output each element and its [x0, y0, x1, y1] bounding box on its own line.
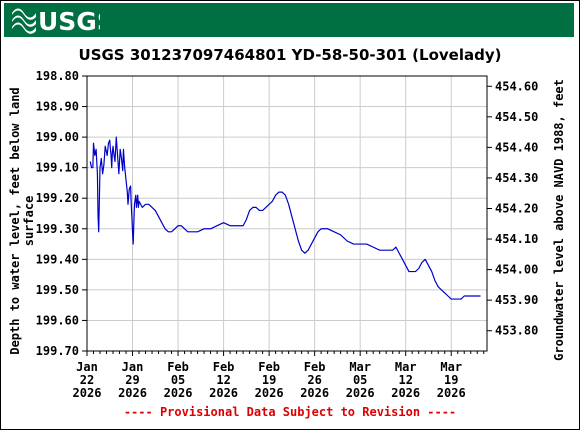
right-tick-label: 454.50	[495, 110, 538, 124]
x-tick-label: 19	[262, 373, 276, 387]
x-tick-label: 12	[216, 373, 230, 387]
x-tick-label: Mar	[395, 360, 417, 374]
x-tick-label: Jan	[76, 360, 98, 374]
usgs-logo: USGS	[12, 7, 100, 34]
x-tick-label: 2026	[118, 386, 147, 400]
left-axis-label-line-2: surface	[22, 196, 36, 247]
right-tick-label: 454.40	[495, 140, 538, 154]
right-tick-label: 454.20	[495, 201, 538, 215]
right-tick-label: 454.00	[495, 263, 538, 277]
left-tick-label: 199.60	[36, 313, 79, 327]
left-tick-label: 199.70	[36, 344, 79, 358]
x-tick-label: Feb	[167, 360, 189, 374]
x-tick-label: 26	[307, 373, 321, 387]
left-axis-label-line-1: Depth to water level, feet below land	[8, 87, 22, 354]
left-tick-label: 198.80	[36, 69, 79, 83]
left-tick-label: 199.20	[36, 191, 79, 205]
x-axis: Jan222026Jan292026Feb052026Feb122026Feb1…	[73, 351, 485, 400]
usgs-logo-text: USGS	[38, 7, 100, 34]
x-tick-label: 05	[353, 373, 367, 387]
x-tick-label: 2026	[300, 386, 329, 400]
x-tick-label: 2026	[164, 386, 193, 400]
x-tick-label: Feb	[304, 360, 326, 374]
x-tick-label: 2026	[391, 386, 420, 400]
x-tick-label: 19	[444, 373, 458, 387]
left-tick-label: 199.30	[36, 222, 79, 236]
x-tick-label: Feb	[213, 360, 235, 374]
chart-title: USGS 301237097464801 YD-58-50-301 (Lovel…	[79, 46, 502, 64]
x-tick-label: Jan	[122, 360, 144, 374]
x-tick-label: 2026	[437, 386, 466, 400]
left-tick-label: 199.50	[36, 283, 79, 297]
right-axis: 454.60 454.50 454.40 454.30 454.20 454.10 454.…	[487, 79, 538, 338]
plot-area	[86, 75, 488, 352]
x-tick-label: Mar	[440, 360, 462, 374]
x-tick-label: 22	[80, 373, 94, 387]
x-tick-label: 05	[171, 373, 185, 387]
usgs-banner: USGS	[4, 3, 574, 37]
left-axis: 198.80 198.90 199.00 199.10 199.20 199.30 199.…	[36, 69, 87, 358]
x-tick-label: Mar	[349, 360, 371, 374]
x-tick-label: 12	[398, 373, 412, 387]
left-tick-label: 198.90	[36, 100, 79, 114]
x-tick-label: 2026	[73, 386, 102, 400]
provisional-footer: ---- Provisional Data Subject to Revisio…	[124, 405, 456, 419]
right-tick-label: 453.90	[495, 293, 538, 307]
x-tick-label: 2026	[346, 386, 375, 400]
series-layer	[89, 136, 481, 300]
left-tick-label: 199.40	[36, 252, 79, 266]
left-tick-label: 199.00	[36, 130, 79, 144]
right-tick-label: 454.60	[495, 79, 538, 93]
left-tick-label: 199.10	[36, 161, 79, 175]
grid-lines	[87, 76, 487, 351]
x-tick-label: 2026	[209, 386, 238, 400]
right-tick-label: 454.10	[495, 232, 538, 246]
right-tick-label: 453.80	[495, 324, 538, 338]
x-tick-label: 29	[125, 373, 139, 387]
x-tick-label: 2026	[255, 386, 284, 400]
water-level-series-line	[89, 136, 481, 300]
x-tick-label: Feb	[258, 360, 280, 374]
right-axis-label: Groundwater level above NAVD 1988, feet	[552, 79, 566, 361]
right-tick-label: 454.30	[495, 171, 538, 185]
